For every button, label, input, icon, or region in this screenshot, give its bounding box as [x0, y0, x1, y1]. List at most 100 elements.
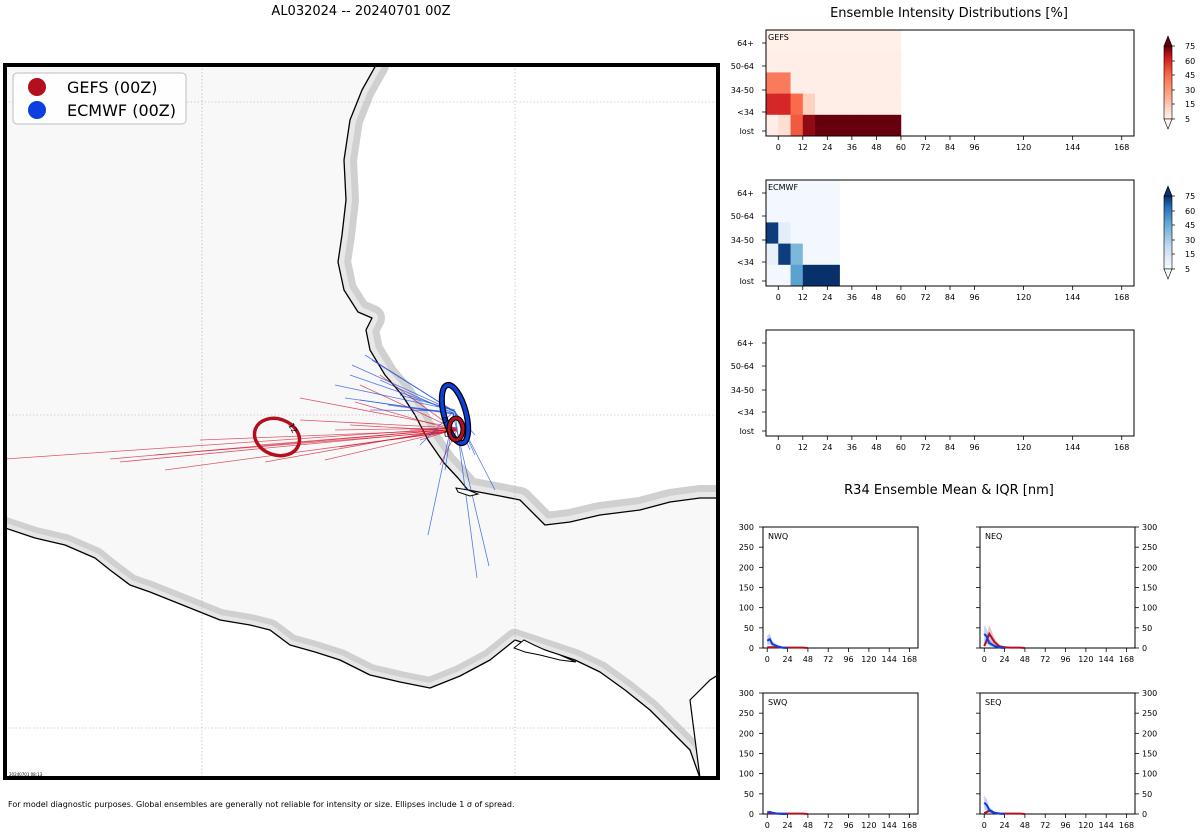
map-frame	[3, 63, 720, 780]
ecmwf-member-track	[351, 364, 455, 412]
x-tick-label: 168	[1114, 293, 1129, 302]
x-tick-label: 24	[822, 143, 832, 152]
intensity-panels: GEFS 64+ 50-64 34-50 <34 lost 0 12 24 36 48 60 72 84 9…	[731, 29, 1135, 452]
gefs-member-track	[259, 428, 458, 446]
x-tick-label: 96	[843, 655, 853, 664]
y-tick-label: <34	[737, 108, 754, 117]
y-tick-label: <34	[737, 258, 754, 267]
y-tick-label: 200	[1142, 729, 1157, 738]
x-tick-label: 120	[861, 655, 876, 664]
x-tick-label: 48	[871, 293, 881, 302]
y-tick-label: 250	[1142, 709, 1157, 718]
gefs-member-track	[354, 401, 458, 432]
colorbar-tick-label: 60	[1185, 57, 1195, 66]
panel-background	[766, 330, 1134, 436]
panel-label: ECMWF	[768, 183, 798, 192]
quadrant-label: SEQ	[985, 698, 1001, 707]
y-tick-label: 300	[739, 523, 754, 532]
y-tick-label: 0	[1142, 644, 1147, 653]
r34-panel-swq: SWQ 0 50 100 150 200 250 300 0 24 48 72 96 120 144 168	[739, 689, 919, 830]
map-legend[interactable]: GEFS (00Z) ECMWF (00Z)	[12, 72, 187, 125]
panel-frame	[762, 526, 919, 649]
y-tick-label: 250	[739, 543, 754, 552]
ecmwf-ellipse-hour-0[interactable]	[437, 382, 474, 446]
heatmap-cell	[876, 72, 902, 94]
colorbar-tick-label: 15	[1185, 100, 1195, 109]
x-tick-label: 48	[803, 655, 813, 664]
y-tick-label: 0	[749, 644, 754, 653]
x-tick-label: 120	[1016, 293, 1031, 302]
x-tick-label: 24	[822, 443, 832, 452]
x-tick-label: 168	[1114, 143, 1129, 152]
x-tick-label: 144	[1065, 293, 1080, 302]
x-tick-label: 120	[1016, 443, 1031, 452]
y-tick-label: 50-64	[731, 62, 754, 71]
x-tick-label: 168	[1114, 443, 1129, 452]
y-tick-label: 64+	[737, 339, 754, 348]
x-tick-label: 36	[847, 293, 857, 302]
colorbar-tick-label: 45	[1185, 221, 1195, 230]
y-tick-label: 64+	[737, 189, 754, 198]
figure-title: AL032024 -- 20240701 00Z	[271, 4, 451, 19]
x-tick-label: 24	[999, 821, 1009, 830]
x-tick-label: 36	[847, 143, 857, 152]
quadrant-label: NWQ	[768, 532, 788, 541]
y-tick-label: 34-50	[731, 86, 754, 95]
ellipse-label-12: 12	[286, 422, 299, 435]
x-tick-label: 0	[982, 655, 987, 664]
x-tick-label: 12	[798, 143, 808, 152]
pacific-ocean	[5, 517, 718, 778]
x-tick-label: 24	[999, 655, 1009, 664]
x-tick-label: 96	[969, 143, 979, 152]
ecmwf-member-track	[334, 384, 454, 411]
legend-ecmwf-marker	[28, 101, 46, 119]
footnote: For model diagnostic purposes. Global en…	[8, 800, 515, 809]
gefs-ellipse-hour-0[interactable]	[447, 416, 465, 442]
y-tick-label: 34-50	[731, 236, 754, 245]
x-tick-label: 48	[803, 821, 813, 830]
heatmap-cell	[815, 264, 840, 287]
x-tick-label: 0	[776, 293, 781, 302]
x-tick-label: 48	[1020, 655, 1030, 664]
y-tick-label: 200	[1142, 563, 1157, 572]
y-tick-label: 50	[1142, 790, 1152, 799]
x-tick-label: 96	[969, 443, 979, 452]
gefs-member-track	[154, 430, 457, 456]
r34-panel-seq: SEQ 0 50 100 150 200 250 300 0 24 48 72 96 120 144 168	[976, 689, 1157, 830]
x-tick-label: 84	[945, 443, 955, 452]
x-tick-label: 144	[1065, 443, 1080, 452]
x-tick-label: 48	[1020, 821, 1030, 830]
y-tick-label: 200	[739, 729, 754, 738]
heatmap-cell	[815, 243, 840, 266]
legend-gefs-marker	[28, 78, 46, 96]
x-tick-label: 72	[920, 293, 930, 302]
y-tick-label: 100	[1142, 770, 1157, 779]
x-tick-label: 72	[920, 143, 930, 152]
gefs-member-track	[299, 419, 458, 429]
panel-frame	[979, 526, 1136, 649]
y-tick-label: lost	[740, 427, 754, 436]
x-tick-label: 24	[782, 655, 792, 664]
x-tick-label: 60	[896, 293, 906, 302]
x-tick-label: 96	[1060, 655, 1070, 664]
gefs-ellipse-hour-12[interactable]	[249, 412, 305, 462]
ecmwf-mean-line	[766, 637, 788, 649]
y-tick-label: 0	[1142, 810, 1147, 819]
y-tick-label: 150	[1142, 584, 1157, 593]
track-map[interactable]: 12 0 0 GEFS (00Z) ECMWF (00Z) 20240701 0…	[3, 63, 720, 780]
ecmwf-colorbar: 5 15 30 45 60 75	[1163, 185, 1195, 280]
x-tick-label: 0	[765, 821, 770, 830]
x-tick-label: 60	[896, 443, 906, 452]
y-tick-label: 300	[1142, 523, 1157, 532]
panel-frame	[979, 692, 1136, 815]
x-tick-label: 96	[969, 293, 979, 302]
colorbar-tick-label: 5	[1185, 265, 1190, 274]
y-tick-label: 250	[739, 709, 754, 718]
x-tick-label: 84	[945, 293, 955, 302]
y-tick-label: 50	[744, 624, 754, 633]
quadrant-label: SWQ	[768, 698, 787, 707]
ecmwf-mean-line	[767, 810, 788, 815]
x-tick-label: 120	[1078, 655, 1093, 664]
colorbar-tick-label: 30	[1185, 236, 1195, 245]
